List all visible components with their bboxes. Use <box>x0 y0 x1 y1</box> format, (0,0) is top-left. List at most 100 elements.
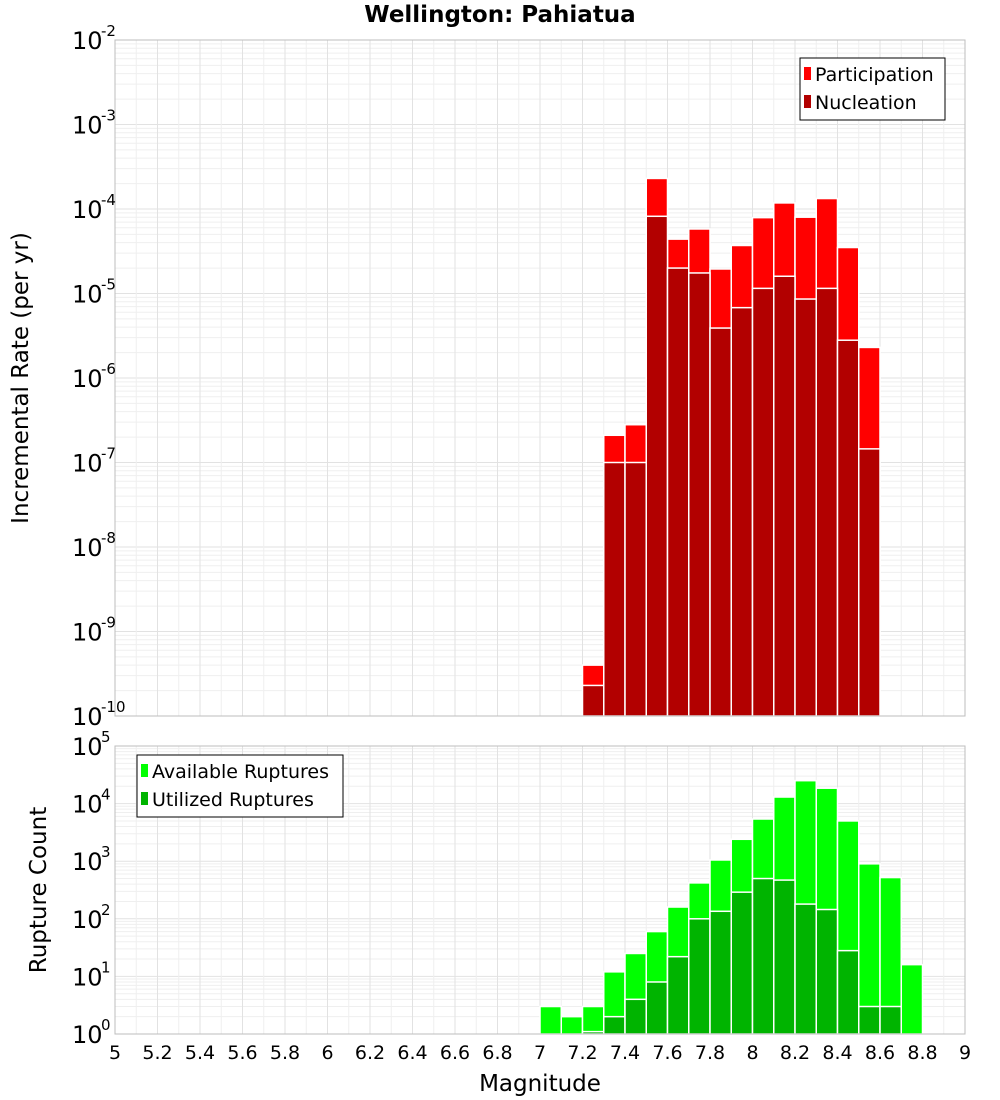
bar-nucleation <box>688 272 711 717</box>
bar-utilized-ruptures <box>666 955 690 1035</box>
y-tick-exponent: -4 <box>101 191 116 209</box>
y-tick-exponent: -2 <box>101 22 116 40</box>
y-tick-label: 10-2 <box>72 22 116 55</box>
bar-available-ruptures <box>581 1005 605 1035</box>
bar-nucleation <box>603 461 626 717</box>
x-tick-label: 7.8 <box>695 1042 725 1064</box>
rate-legend: Participation Nucleation <box>799 57 946 121</box>
y-tick-exponent: 4 <box>101 786 111 804</box>
bar-nucleation <box>815 287 839 717</box>
legend-label: Available Ruptures <box>152 761 329 783</box>
bar-utilized-ruptures <box>645 981 669 1035</box>
y-tick-label: 102 <box>72 901 111 934</box>
y-tick-label: 10-10 <box>72 698 126 731</box>
x-tick-label: 6.8 <box>482 1042 512 1064</box>
bar-utilized-ruptures <box>751 877 775 1035</box>
legend-box <box>136 754 344 818</box>
y-tick-base: 10 <box>72 906 103 934</box>
x-axis-title: Magnitude <box>479 1071 601 1097</box>
x-tick-label: 8.2 <box>780 1042 810 1064</box>
bar-utilized-ruptures <box>858 1005 881 1035</box>
bar-nucleation <box>581 684 605 717</box>
x-tick-label: 6.6 <box>440 1042 470 1064</box>
y-tick-label: 101 <box>72 958 111 991</box>
legend-swatch <box>804 95 811 108</box>
bar-available-ruptures <box>539 1005 562 1035</box>
rate-axis-title: Incremental Rate (per yr) <box>8 232 34 524</box>
bar-nucleation <box>666 267 690 717</box>
y-tick-base: 10 <box>72 450 103 478</box>
y-tick-exponent: -6 <box>101 360 116 378</box>
bar-utilized-ruptures <box>603 1015 626 1035</box>
legend-swatch <box>141 792 148 805</box>
y-tick-label: 10-6 <box>72 360 116 393</box>
bar-nucleation <box>794 298 817 717</box>
x-tick-label: 6.4 <box>397 1042 427 1064</box>
x-tick-label: 8.6 <box>865 1042 895 1064</box>
x-tick-label: 9 <box>959 1042 971 1064</box>
legend-label: Nucleation <box>815 92 917 114</box>
x-tick-label: 8 <box>746 1042 758 1064</box>
y-tick-label: 103 <box>72 843 111 876</box>
y-tick-base: 10 <box>72 733 103 761</box>
y-tick-exponent: -10 <box>101 698 126 716</box>
y-tick-label: 10-5 <box>72 276 116 309</box>
bar-nucleation <box>773 275 796 717</box>
y-tick-base: 10 <box>72 703 103 731</box>
y-tick-label: 10-3 <box>72 107 116 140</box>
y-tick-exponent: 1 <box>101 958 111 976</box>
y-tick-exponent: 5 <box>101 728 111 746</box>
y-tick-base: 10 <box>72 963 103 991</box>
bar-utilized-ruptures <box>794 903 817 1035</box>
x-tick-label: 5 <box>109 1042 121 1064</box>
y-tick-exponent: -3 <box>101 107 116 125</box>
bar-nucleation <box>858 448 881 717</box>
x-tick-label: 7.2 <box>567 1042 597 1064</box>
y-tick-label: 100 <box>72 1016 111 1049</box>
y-tick-exponent: 3 <box>101 843 111 861</box>
x-tick-label: 5.2 <box>142 1042 172 1064</box>
x-tick-label: 6.2 <box>355 1042 385 1064</box>
y-tick-label: 10-9 <box>72 614 116 647</box>
y-tick-exponent: -9 <box>101 614 116 632</box>
bar-utilized-ruptures <box>688 918 711 1035</box>
y-tick-exponent: 0 <box>101 1016 111 1034</box>
rate-plot-frame <box>114 39 966 717</box>
y-tick-label: 10-7 <box>72 445 116 478</box>
x-axis-ticks: 5 5.2 5.4 5.6 5.8 6 6.2 6.4 6.6 6.8 7 7.2 7.4 7.6 7.8 8… <box>109 1042 971 1064</box>
y-tick-base: 10 <box>72 27 103 55</box>
bar-nucleation <box>645 215 669 717</box>
rupture-axis-title: Rupture Count <box>26 807 52 973</box>
y-tick-label: 105 <box>72 728 111 761</box>
y-tick-base: 10 <box>72 619 103 647</box>
y-tick-exponent: -8 <box>101 529 116 547</box>
bar-utilized-ruptures <box>836 949 860 1035</box>
y-tick-base: 10 <box>72 281 103 309</box>
y-tick-base: 10 <box>72 196 103 224</box>
bar-utilized-ruptures <box>624 998 647 1035</box>
y-tick-base: 10 <box>72 112 103 140</box>
legend-box <box>799 57 946 121</box>
x-tick-label: 5.6 <box>227 1042 257 1064</box>
x-tick-label: 7.4 <box>610 1042 640 1064</box>
bar-available-ruptures <box>900 963 924 1035</box>
rupture-legend: Available Ruptures Utilized Ruptures <box>136 754 344 818</box>
bar-utilized-ruptures <box>730 891 754 1035</box>
legend-swatch <box>141 764 148 777</box>
x-tick-label: 5.8 <box>270 1042 300 1064</box>
x-tick-label: 6 <box>321 1042 333 1064</box>
y-tick-exponent: -5 <box>101 276 116 294</box>
x-tick-label: 7.6 <box>652 1042 682 1064</box>
bar-nucleation <box>624 461 647 717</box>
y-tick-base: 10 <box>72 791 103 819</box>
bar-utilized-ruptures <box>815 908 839 1035</box>
bar-utilized-ruptures <box>709 910 732 1035</box>
bar-available-ruptures <box>560 1015 584 1035</box>
bar-utilized-ruptures <box>773 879 796 1035</box>
bar-nucleation <box>709 327 732 717</box>
x-tick-label: 8.4 <box>822 1042 852 1064</box>
y-tick-label: 104 <box>72 786 111 819</box>
legend-label: Utilized Ruptures <box>152 789 314 811</box>
